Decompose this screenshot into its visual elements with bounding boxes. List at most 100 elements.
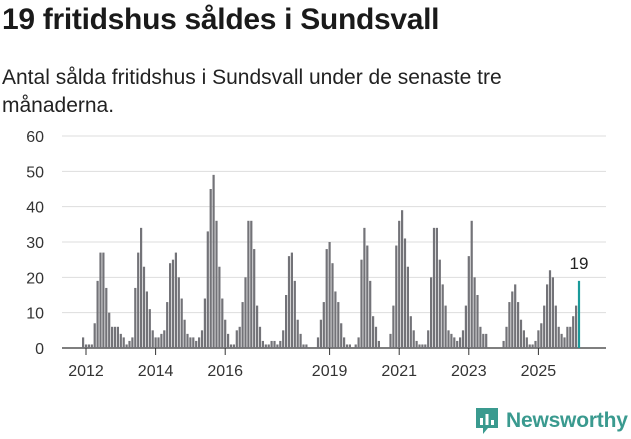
- y-tick-label: 0: [35, 341, 44, 358]
- x-tick-label: 2019: [312, 363, 348, 380]
- bar: [337, 302, 340, 348]
- bar: [482, 333, 485, 348]
- bar: [331, 263, 334, 348]
- bar: [302, 344, 305, 348]
- x-tick-label: 2021: [381, 363, 417, 380]
- bar: [267, 344, 270, 348]
- bar: [357, 337, 360, 348]
- bar: [319, 319, 322, 348]
- bar: [392, 305, 395, 348]
- bar: [256, 305, 259, 348]
- bar: [360, 259, 363, 348]
- bar: [369, 280, 372, 348]
- bar: [459, 337, 462, 348]
- bar: [96, 280, 99, 348]
- bar: [160, 333, 163, 348]
- bar: [125, 344, 128, 348]
- bar: [540, 323, 543, 348]
- bar: [316, 337, 320, 348]
- newsworthy-logo-icon: [476, 408, 498, 434]
- bar: [511, 291, 514, 348]
- bar: [261, 340, 264, 348]
- x-tick-label: 2012: [68, 363, 104, 380]
- bar: [203, 298, 206, 348]
- bar: [447, 330, 450, 348]
- bar: [169, 263, 172, 348]
- bar: [105, 287, 108, 348]
- bar: [279, 340, 282, 348]
- x-tick-label: 2025: [521, 363, 557, 380]
- x-tick-label: 2014: [138, 363, 174, 380]
- bar: [473, 277, 476, 348]
- bar: [90, 344, 93, 348]
- bar: [456, 340, 459, 348]
- bar: [334, 291, 337, 348]
- bar: [134, 287, 137, 348]
- bar: [328, 242, 331, 348]
- y-tick-label: 30: [26, 235, 44, 252]
- bar: [415, 340, 418, 348]
- bar: [525, 337, 528, 348]
- bar: [235, 330, 238, 348]
- bar: [206, 231, 209, 348]
- bar: [227, 333, 230, 348]
- bar: [374, 326, 378, 348]
- bar: [548, 270, 552, 348]
- bar: [293, 280, 296, 348]
- bar: [140, 227, 143, 348]
- bar: [450, 333, 453, 348]
- bar: [241, 302, 244, 348]
- bar: [151, 330, 154, 348]
- bar: [195, 340, 198, 348]
- bar: [322, 302, 325, 348]
- brand-name: Newsworthy: [506, 409, 628, 432]
- bar: [186, 333, 189, 348]
- bar: [218, 266, 221, 348]
- bar: [192, 337, 195, 348]
- bars: 19: [82, 174, 588, 348]
- bar: [198, 337, 201, 348]
- bar: [517, 302, 520, 348]
- y-tick-label: 20: [26, 270, 44, 287]
- bar: [180, 298, 183, 348]
- bar: [200, 330, 204, 348]
- bar: [116, 326, 119, 348]
- bar: [99, 252, 102, 348]
- newsworthy-brand[interactable]: Newsworthy: [474, 406, 628, 436]
- bar: [285, 295, 288, 348]
- bar: [575, 305, 578, 348]
- bar: [232, 344, 235, 348]
- bar: [537, 330, 540, 348]
- bar: [264, 344, 267, 348]
- bar: [174, 252, 177, 348]
- bar: [409, 316, 412, 348]
- bar: [273, 340, 276, 348]
- bar: [560, 333, 563, 348]
- bar: [282, 330, 285, 348]
- bar: [543, 305, 546, 348]
- bar: [551, 277, 554, 348]
- x-axis-tick-labels: 2012 2014 2016 2019 2021 2023 2025: [68, 348, 556, 380]
- bar: [111, 326, 114, 348]
- bar: [157, 337, 160, 348]
- bar: [412, 330, 415, 348]
- bar: [461, 330, 465, 348]
- bar: [108, 312, 111, 348]
- bar: [340, 323, 343, 348]
- bar: [247, 220, 250, 348]
- bar: [345, 344, 349, 348]
- bar: [377, 340, 380, 348]
- bar: [427, 330, 430, 348]
- bar: [519, 319, 523, 348]
- bar: [514, 284, 517, 348]
- bar: [470, 220, 473, 348]
- bar: [119, 333, 122, 348]
- bar: [87, 344, 90, 348]
- bar: [508, 302, 511, 348]
- bar: [406, 266, 409, 348]
- bar: [131, 337, 134, 348]
- bar: [479, 326, 482, 348]
- bar: [531, 344, 534, 348]
- bar: [403, 238, 407, 348]
- bar: [238, 326, 241, 348]
